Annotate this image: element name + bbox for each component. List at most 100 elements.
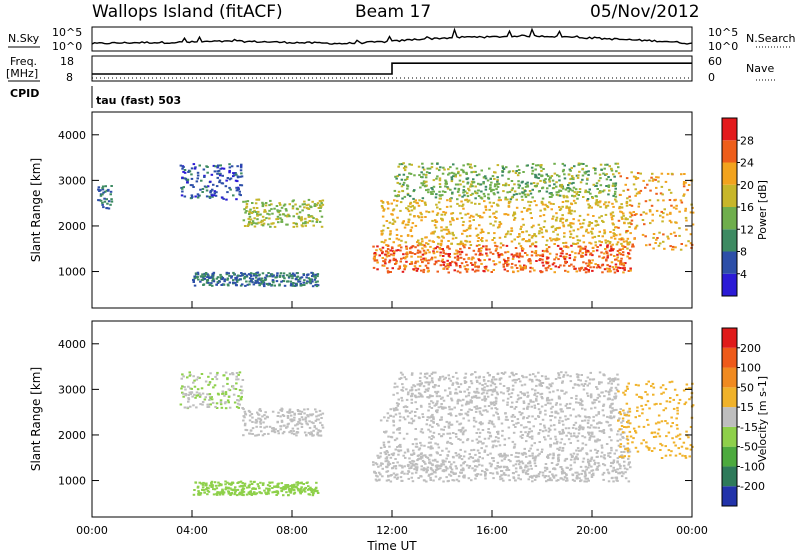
range-cell <box>504 473 507 476</box>
range-cell <box>254 276 258 279</box>
range-cell <box>389 415 393 417</box>
range-cell <box>225 273 229 276</box>
range-cell <box>521 268 525 271</box>
range-cell <box>450 178 454 181</box>
range-cell <box>531 480 534 483</box>
range-cell <box>550 226 554 229</box>
range-cell <box>437 424 440 427</box>
range-cell <box>541 197 545 200</box>
range-cell <box>541 471 545 474</box>
range-cell <box>567 184 570 186</box>
range-cell <box>101 187 104 190</box>
range-cell <box>579 402 583 405</box>
range-cell <box>428 167 432 170</box>
range-cell <box>486 469 489 472</box>
range-cell <box>510 392 514 395</box>
range-cell <box>561 389 564 392</box>
range-cell <box>208 395 212 398</box>
range-cell <box>456 258 460 261</box>
range-cell <box>249 429 253 432</box>
range-cell <box>666 235 669 238</box>
range-cell <box>274 276 277 279</box>
range-cell <box>469 185 472 188</box>
range-cell <box>519 396 523 399</box>
range-cell <box>615 243 619 246</box>
range-cell <box>374 462 378 465</box>
range-cell <box>574 427 578 430</box>
range-cell <box>504 412 507 415</box>
range-cell <box>439 476 442 479</box>
range-cell <box>440 213 443 216</box>
range-cell <box>458 179 462 182</box>
range-cell <box>456 252 459 255</box>
range-cell <box>423 201 427 204</box>
range-cell <box>320 417 323 419</box>
range-cell <box>530 430 533 433</box>
range-cell <box>254 418 258 421</box>
range-cell <box>562 225 566 228</box>
range-cell <box>484 267 488 270</box>
range-cell <box>550 398 554 401</box>
range-cell <box>483 405 487 408</box>
range-cell <box>557 372 560 375</box>
range-cell <box>433 404 436 407</box>
range-cell <box>561 205 564 208</box>
range-cell <box>498 221 502 224</box>
range-cell <box>561 430 565 433</box>
range-cell <box>587 419 590 422</box>
range-cell <box>256 411 259 414</box>
range-cell <box>408 467 411 470</box>
range-cell <box>442 433 445 436</box>
range-cell <box>397 398 400 401</box>
range-cell <box>448 473 451 476</box>
range-cell <box>377 479 381 482</box>
range-cell <box>422 454 425 457</box>
range-cell <box>518 242 521 245</box>
range-cell <box>208 381 212 384</box>
range-cell <box>616 457 620 460</box>
range-cell <box>569 432 572 435</box>
range-cell <box>487 196 490 199</box>
range-cell <box>310 432 313 435</box>
range-cell <box>292 222 295 225</box>
range-cell <box>530 467 533 470</box>
range-cell <box>509 396 513 398</box>
range-cell <box>381 229 385 232</box>
range-cell <box>506 418 509 421</box>
range-cell <box>596 468 599 471</box>
range-cell <box>652 236 655 239</box>
range-cell <box>432 247 436 250</box>
range-cell <box>376 261 379 264</box>
range-cell <box>208 399 211 401</box>
range-cell <box>622 238 625 241</box>
range-cell <box>484 474 487 477</box>
range-cell <box>510 454 513 456</box>
range-cell <box>196 486 200 489</box>
range-cell <box>394 194 397 197</box>
range-cell <box>497 182 501 185</box>
range-cell <box>454 173 457 176</box>
range-cell <box>391 267 394 270</box>
range-cell <box>243 272 247 275</box>
range-cell <box>226 191 229 194</box>
range-cell <box>555 212 558 215</box>
range-cell <box>448 232 451 235</box>
range-cell <box>296 423 299 426</box>
range-cell <box>496 185 500 188</box>
range-cell <box>407 465 410 467</box>
range-cell <box>476 407 480 410</box>
range-cell <box>248 213 251 215</box>
range-cell <box>288 488 291 490</box>
range-cell <box>384 460 387 463</box>
range-cell <box>233 488 236 491</box>
range-cell <box>300 481 303 484</box>
range-cell <box>388 445 391 448</box>
range-cell <box>524 182 528 185</box>
range-cell <box>541 430 545 433</box>
range-cell <box>298 489 301 492</box>
noise-panel-frame <box>91 26 693 52</box>
range-cell <box>405 432 409 435</box>
range-cell <box>316 280 319 283</box>
range-cell <box>512 464 515 467</box>
range-cell <box>417 255 420 258</box>
